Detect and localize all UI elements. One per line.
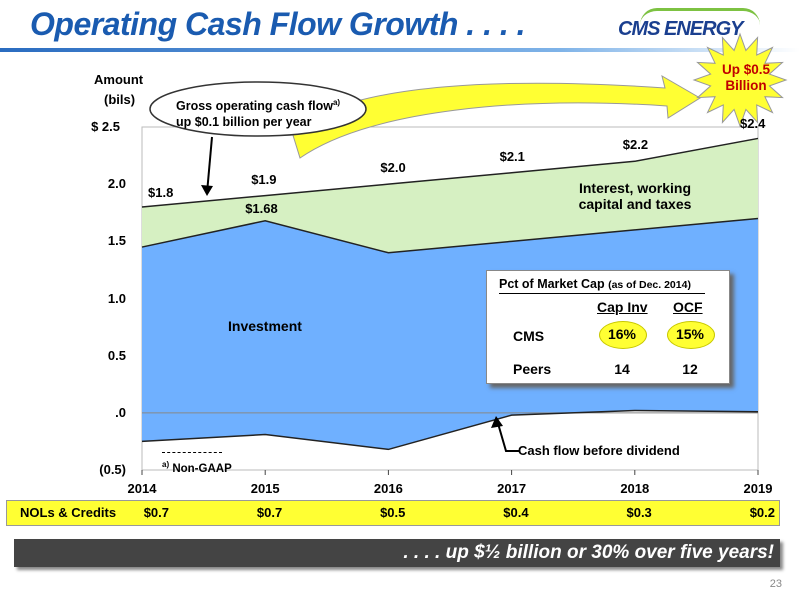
highlight-oval-cap-inv <box>599 321 647 349</box>
pct-row-peers-label: Peers <box>513 361 552 377</box>
gross-data-label: $1.9 <box>251 171 277 187</box>
x-tick-label: 2015 <box>250 481 280 496</box>
x-tick-label: 2016 <box>373 481 403 496</box>
callout-line2: up $0.1 billion per year <box>176 115 312 130</box>
y-tick-label: 0.5 <box>107 347 126 363</box>
interest-area-label: Interest, working capital and taxes <box>560 180 710 212</box>
growth-arrow-icon <box>291 74 701 159</box>
nol-value: $0.2 <box>749 505 775 520</box>
cash-flow-arrowhead-icon <box>491 416 503 428</box>
y-axis-unit: (bils) <box>104 92 136 107</box>
nol-value: $0.7 <box>256 505 283 520</box>
badge-line2: Billion <box>725 78 767 93</box>
y-tick-label: 1.0 <box>107 290 126 306</box>
y-tick-label: 1.5 <box>107 233 126 249</box>
nol-label: NOLs & Credits <box>20 505 117 520</box>
cash-flow-before-dividend-line <box>141 409 759 451</box>
cash-flow-pointer <box>496 419 520 452</box>
x-tick-label: 2017 <box>497 481 527 496</box>
callout-pointer <box>206 136 213 194</box>
investment-line <box>141 217 759 254</box>
footnote-text: Non-GAAP <box>172 462 232 475</box>
nol-credits-bar: NOLs & Credits $0.7 $0.7 $0.5 $0.4 $0.3 $0.2 <box>6 500 780 526</box>
up-badge-text: Up $0.5 Billion <box>716 62 776 94</box>
pct-market-cap-table: Pct of Market Cap (as of Dec. 2014) Cap … <box>486 270 730 384</box>
callout-cloud-icon <box>149 81 367 137</box>
callout-arrowhead-icon <box>201 185 213 196</box>
x-tick-label: 2019 <box>743 481 773 496</box>
y-tick-label: .0 <box>115 404 126 420</box>
logo-swoosh-icon <box>640 8 760 25</box>
pct-cms-cap-inv: 16% <box>607 326 637 342</box>
gross-data-label: $2.4 <box>740 116 766 132</box>
pct-peers-cap-inv: 14 <box>614 361 630 377</box>
cash-flow-before-dividend-label: Cash flow before dividend <box>518 443 680 458</box>
highlight-oval-ocf <box>667 321 715 349</box>
investment-area-label: Investment <box>228 318 302 334</box>
footnote-mark: a) <box>162 460 170 469</box>
badge-line1: Up $0.5 <box>721 62 771 77</box>
interest-label-line2: capital and taxes <box>578 196 692 212</box>
title-underline <box>0 48 800 52</box>
interest-label-line1: Interest, working <box>578 180 692 196</box>
up-badge-starburst-icon <box>692 32 788 128</box>
gross-cash-flow-line <box>141 137 759 208</box>
nol-value: $0.5 <box>380 505 406 520</box>
y-tick-label: 2.0 <box>107 176 126 192</box>
pct-title-rule <box>499 293 705 294</box>
gross-data-label: $2.0 <box>380 160 406 176</box>
gross-data-label: $2.1 <box>499 148 525 164</box>
nol-value: $0.4 <box>503 505 529 520</box>
pct-table-title: Pct of Market Cap (as of Dec. 2014) <box>499 277 691 291</box>
pct-cms-ocf: 15% <box>675 326 705 342</box>
nol-value: $0.3 <box>626 505 652 520</box>
interest-area <box>142 138 758 253</box>
footnote-divider <box>162 452 222 453</box>
pct-title-text: Pct of Market Cap <box>499 277 605 291</box>
y-tick-label: $ 2.5 <box>91 119 120 134</box>
callout-line1: Gross operating cash flow <box>176 99 333 114</box>
y-tick-label: (0.5) <box>99 462 126 477</box>
callout-text: Gross operating cash flowa) up $0.1 bill… <box>176 95 340 130</box>
summary-banner-text: . . . . up $½ billion or 30% over five y… <box>403 542 774 563</box>
investment-2015-data-label: $1.68 <box>245 200 278 216</box>
nol-value: $0.7 <box>143 505 169 520</box>
callout-footnote-mark: a) <box>332 98 341 107</box>
pct-col-cap-inv: Cap Inv <box>597 299 648 315</box>
slide-title: Operating Cash Flow Growth . . . . <box>30 6 526 42</box>
gross-data-label: $1.8 <box>148 185 174 201</box>
footnote-non-gaap: a) Non-GAAP <box>162 460 232 475</box>
pct-title-note: (as of Dec. 2014) <box>608 279 691 291</box>
pct-col-ocf: OCF <box>673 299 703 315</box>
x-tick-label: 2014 <box>127 481 157 496</box>
x-tick-label: 2018 <box>620 481 650 496</box>
pct-peers-ocf: 12 <box>682 361 698 377</box>
company-logo: CMS ENERGY <box>618 18 743 40</box>
y-axis-label: Amount <box>94 72 144 87</box>
summary-banner: . . . . up $½ billion or 30% over five y… <box>14 539 780 567</box>
gross-data-label: $2.2 <box>622 137 649 153</box>
pct-row-cms-label: CMS <box>513 328 545 344</box>
page-number: 23 <box>769 578 782 590</box>
